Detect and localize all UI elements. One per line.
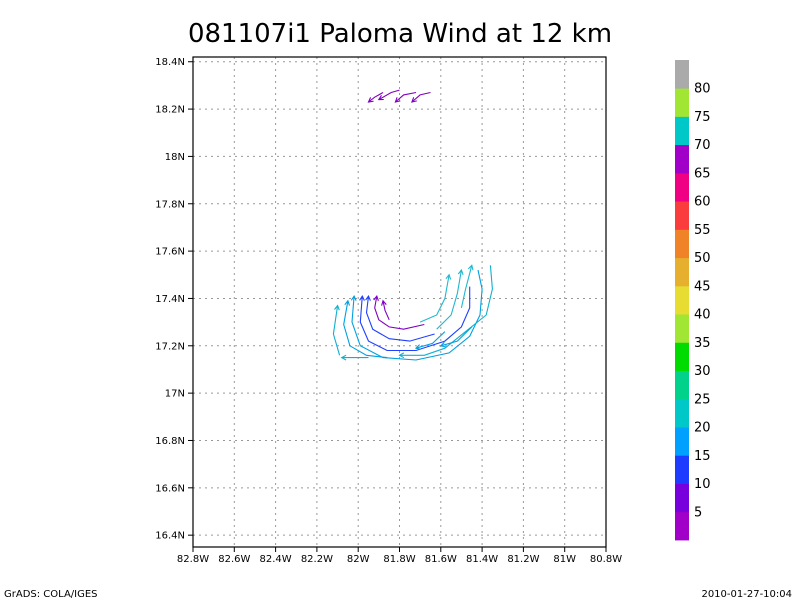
x-tick-label: 80.8W — [590, 554, 622, 565]
colorbar-label: 45 — [694, 279, 711, 294]
streamline — [343, 300, 388, 359]
colorbar-swatch — [675, 342, 689, 371]
colorbar-label: 5 — [694, 505, 702, 520]
streamline — [365, 296, 435, 342]
x-tick-label: 82.8W — [177, 554, 209, 565]
colorbar-label: 60 — [694, 195, 711, 210]
streamlines — [332, 89, 493, 361]
y-tick-label: 17.8N — [155, 199, 185, 210]
streamline — [440, 326, 473, 347]
streamline-arrow — [367, 97, 374, 103]
streamline-arrow — [350, 294, 357, 301]
y-tick-label: 18N — [165, 152, 185, 163]
streamline-arrow — [365, 294, 371, 301]
colorbar-label: 40 — [694, 308, 711, 323]
x-tick-label: 82.2W — [301, 554, 333, 565]
streamline — [374, 296, 425, 330]
colorbar-label: 15 — [694, 449, 711, 464]
x-tick-label: 81.6W — [425, 554, 457, 565]
streamline — [368, 92, 384, 103]
colorbar-swatch — [675, 201, 689, 230]
streamline-arrow — [340, 354, 347, 361]
colorbar-label: 20 — [694, 421, 711, 436]
colorbar-label: 50 — [694, 251, 711, 266]
streamline-arrow — [381, 299, 387, 306]
y-tick-label: 17.6N — [155, 247, 185, 258]
colorbar-swatch — [675, 144, 689, 174]
x-tick-label: 81.4W — [466, 554, 498, 565]
streamline-arrow — [414, 344, 422, 350]
x-tick-label: 82.6W — [218, 554, 250, 565]
colorbar-swatch — [675, 60, 689, 89]
streamline — [395, 91, 417, 103]
colorbar-label: 30 — [694, 364, 711, 379]
grid-lines — [193, 57, 606, 547]
colorbar-swatch — [675, 285, 689, 315]
streamline-arrow — [334, 304, 340, 311]
colorbar-swatch — [675, 257, 689, 287]
streamline-arrow — [411, 97, 417, 103]
colorbar-swatch — [675, 314, 689, 343]
colorbar-swatch — [675, 398, 689, 428]
x-tick-label: 81.2W — [507, 554, 539, 565]
streamline-arrow — [373, 294, 379, 301]
y-tick-label: 18.4N — [155, 57, 185, 68]
footer-right: 2010-01-27-10:04 — [701, 589, 792, 600]
y-tick-label: 17.2N — [155, 341, 185, 352]
streamline-arrow — [457, 268, 464, 275]
streamline — [419, 274, 450, 323]
streamline-arrow — [467, 264, 474, 271]
streamline — [415, 331, 446, 349]
colorbar-label: 55 — [694, 223, 711, 238]
colorbar-label: 65 — [694, 166, 711, 181]
colorbar-label: 25 — [694, 392, 711, 407]
streamline-arrow — [394, 97, 401, 103]
colorbar-swatch — [675, 370, 689, 400]
x-tick-label: 81W — [553, 554, 576, 565]
colorbar-swatch — [675, 88, 689, 117]
streamline-arrow — [445, 273, 452, 280]
colorbar-label: 35 — [694, 336, 711, 351]
streamline — [399, 265, 493, 356]
y-tick-label: 16.6N — [155, 483, 185, 494]
colorbar-label: 70 — [694, 138, 711, 153]
x-tick-label: 81.8W — [383, 554, 415, 565]
y-axis-ticks: 16.4N 16.6N 16.8N 17N 17.2N 17.4N 17.6N 17.8N 18… — [155, 57, 193, 542]
x-tick-label: 82W — [347, 554, 370, 565]
colorbar-swatch — [675, 511, 689, 541]
streamline — [382, 300, 390, 321]
streamline-arrow — [344, 299, 351, 306]
colorbar-swatch — [675, 427, 689, 456]
streamline — [378, 89, 400, 101]
streamline — [460, 265, 473, 309]
streamline-arrow — [398, 352, 405, 359]
colorbar-swatch — [675, 483, 689, 513]
streamline — [359, 286, 471, 352]
y-tick-label: 18.2N — [155, 105, 185, 116]
colorbar-swatch — [675, 116, 689, 146]
colorbar-swatch — [675, 229, 689, 259]
footer-left: GrADS: COLA/IGES — [4, 589, 98, 600]
chart-title: 081107i1 Paloma Wind at 12 km — [188, 19, 612, 49]
y-tick-label: 17.4N — [155, 294, 185, 305]
y-tick-label: 16.4N — [155, 531, 185, 542]
streamline — [351, 269, 483, 361]
colorbar-swatch — [675, 172, 689, 202]
colorbar-label: 75 — [694, 110, 711, 125]
streamline-arrow — [377, 95, 384, 101]
y-tick-label: 16.8N — [155, 436, 185, 447]
x-tick-label: 82.4W — [260, 554, 292, 565]
streamline-arrow — [359, 294, 365, 301]
colorbar-label: 10 — [694, 477, 711, 492]
streamline — [436, 269, 462, 330]
colorbar: 5 10 15 20 25 30 35 40 45 50 55 60 65 70 75 80 — [675, 60, 711, 541]
y-tick-label: 17N — [165, 389, 185, 400]
colorbar-swatch — [675, 455, 689, 484]
x-axis-ticks: 82.8W 82.6W 82.4W 82.2W 82W 81.8W 81.6W 81.4W 81… — [177, 547, 622, 565]
colorbar-label: 80 — [694, 82, 711, 97]
streamline — [411, 91, 431, 103]
streamline-arrow — [439, 341, 446, 348]
streamline — [332, 305, 341, 356]
